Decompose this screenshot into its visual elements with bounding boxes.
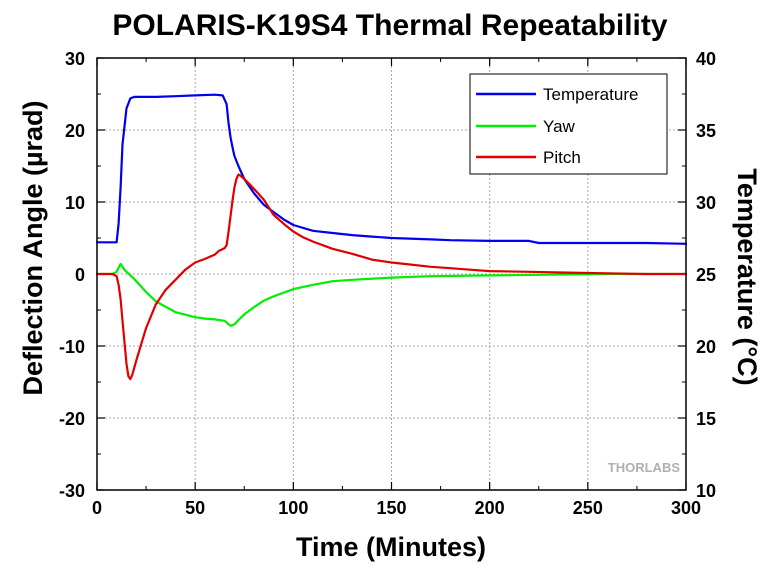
x-tick-label: 0 <box>92 498 102 518</box>
y-tick-label: 30 <box>65 49 85 69</box>
y-tick-label: 20 <box>65 121 85 141</box>
series-group <box>95 93 688 381</box>
x-tick-label: 150 <box>376 498 406 518</box>
y-axis-label: Deflection Angle (µrad) <box>18 100 48 395</box>
series-line-pitch <box>95 173 688 381</box>
y2-tick-label: 35 <box>696 121 716 141</box>
x-axis-label: Time (Minutes) <box>296 532 486 562</box>
x-tick-label: 200 <box>475 498 505 518</box>
y2-axis-label: Temperature (°C) <box>732 168 762 385</box>
series-line-temperature <box>95 93 688 245</box>
y2-tick-label: 40 <box>696 49 716 69</box>
y2-tick-label: 10 <box>696 481 716 501</box>
y-tick-label: -10 <box>59 337 85 357</box>
y2-tick-label: 30 <box>696 193 716 213</box>
legend-label-pitch: Pitch <box>543 148 581 167</box>
x-tick-label: 300 <box>671 498 701 518</box>
plot-area <box>96 57 687 491</box>
legend-label-yaw: Yaw <box>543 117 576 136</box>
y-tick-labels: -30 -20 -10 0 10 20 30 <box>59 49 85 501</box>
legend-label-temperature: Temperature <box>543 85 638 104</box>
x-tick-label: 100 <box>278 498 308 518</box>
y2-tick-label: 20 <box>696 337 716 357</box>
x-tick-label: 50 <box>185 498 205 518</box>
thorlabs-watermark: THORLABS <box>608 460 681 475</box>
y2-tick-labels: 10 15 20 25 30 35 40 <box>696 49 716 501</box>
legend: Temperature Yaw Pitch <box>469 73 668 175</box>
y2-tick-label: 25 <box>696 265 716 285</box>
y-tick-label: 0 <box>75 265 85 285</box>
x-tick-labels: 0 50 100 150 200 250 300 <box>92 498 701 518</box>
x-tick-label: 250 <box>573 498 603 518</box>
series-line-yaw <box>95 262 688 327</box>
y-tick-label: 10 <box>65 193 85 213</box>
y-tick-label: -20 <box>59 409 85 429</box>
chart-title: POLARIS-K19S4 Thermal Repeatability <box>112 9 667 42</box>
y2-tick-label: 15 <box>696 409 716 429</box>
y-tick-label: -30 <box>59 481 85 501</box>
